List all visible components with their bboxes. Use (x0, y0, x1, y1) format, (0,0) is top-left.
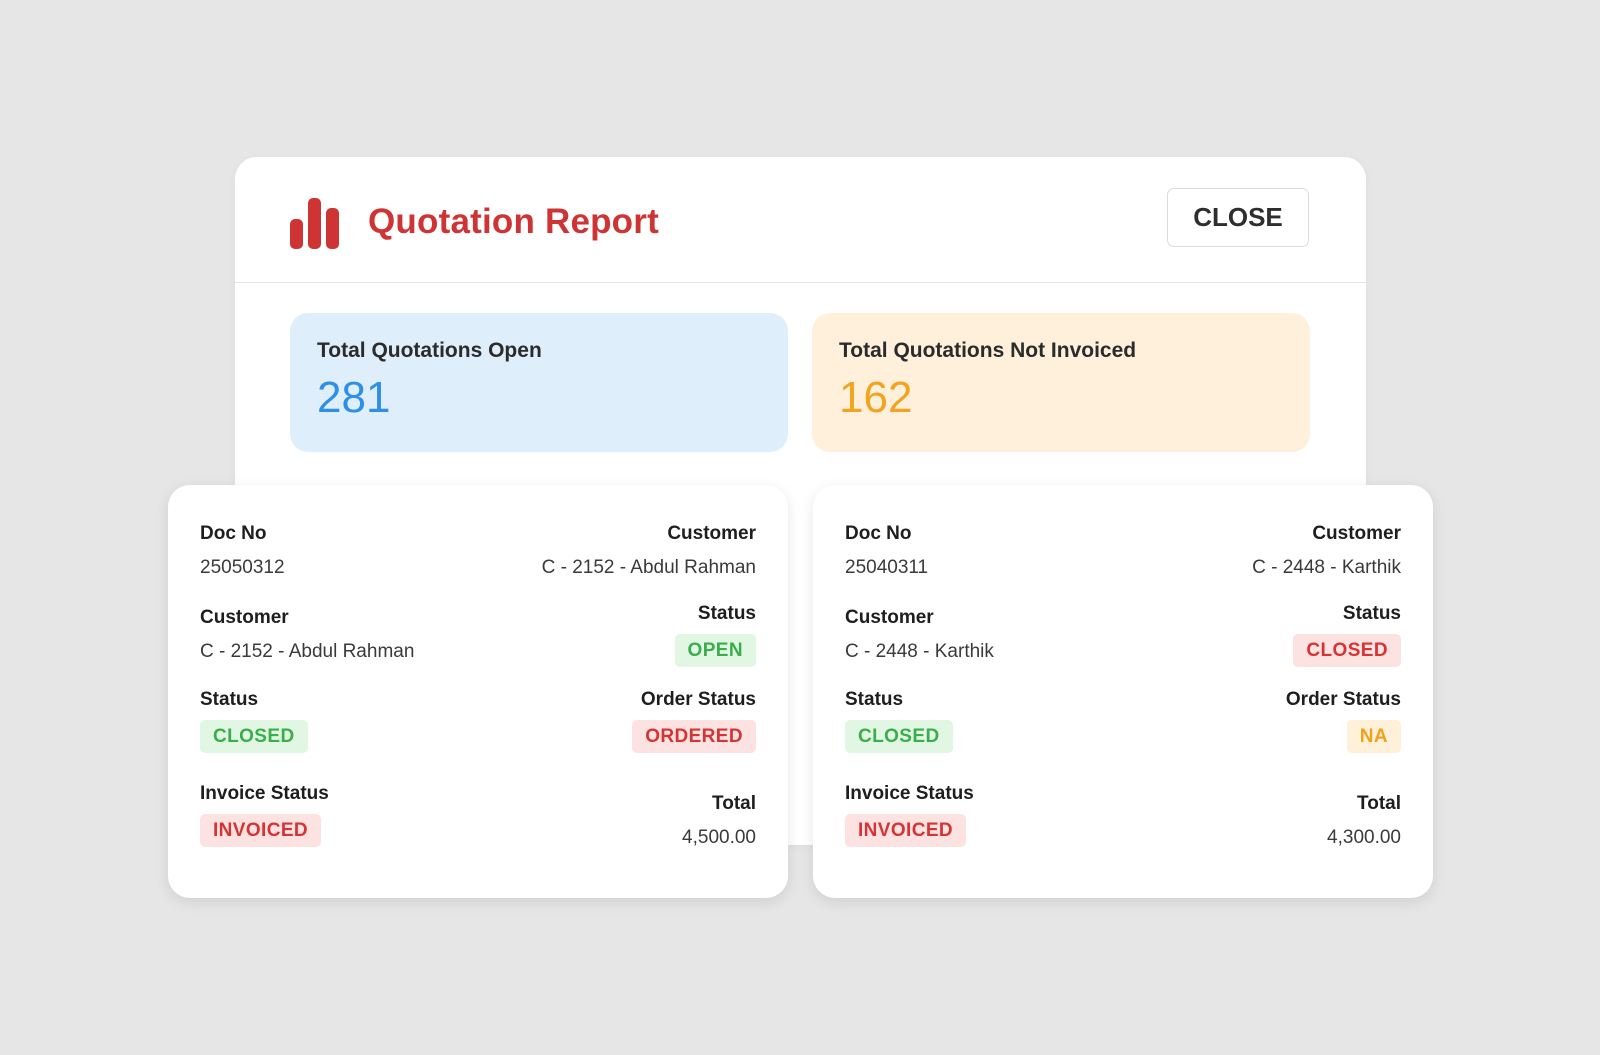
field-label: Doc No (845, 523, 912, 544)
close-button[interactable]: CLOSE (1167, 188, 1309, 247)
total-value: 4,300.00 (1327, 827, 1401, 848)
field-label: Doc No (200, 523, 267, 544)
status-badge: CLOSED (845, 720, 953, 753)
customer-value: C - 2448 - Karthik (845, 641, 994, 662)
status-badge: OPEN (674, 634, 756, 667)
bar-chart-icon (290, 198, 339, 249)
order-status-field: Order Status NA (1286, 689, 1401, 753)
field-label: Order Status (1285, 689, 1401, 710)
invoice-status-badge: INVOICED (845, 814, 967, 847)
customer-field: Customer C - 2152 - Abdul Rahman (200, 607, 414, 663)
customer-value: C - 2448 - Karthik (1252, 557, 1401, 578)
field-label: Invoice Status (845, 783, 974, 804)
invoice-status-field: Invoice Status INVOICED (200, 783, 329, 847)
doc-no-field: Doc No 25040311 (845, 523, 928, 579)
stat-label: Total Quotations Not Invoiced (839, 339, 1137, 362)
page-title: Quotation Report (368, 202, 659, 241)
stat-card-not-invoiced: Total Quotations Not Invoiced 162 (812, 313, 1310, 452)
field-label: Invoice Status (200, 783, 329, 804)
customer-field: Customer C - 2448 - Karthik (845, 607, 994, 663)
stat-value: 162 (839, 373, 913, 422)
order-status-badge: ORDERED (632, 720, 756, 753)
invoice-status-field: Invoice Status INVOICED (845, 783, 974, 847)
field-label: Total (712, 793, 756, 814)
field-label: Status (200, 689, 259, 710)
total-field: Total 4,500.00 (682, 793, 756, 849)
total-field: Total 4,300.00 (1327, 793, 1401, 849)
order-status-badge: NA (1346, 720, 1401, 753)
status-field: Status CLOSED (200, 689, 308, 753)
order-status-field: Order Status ORDERED (632, 689, 756, 753)
field-label: Order Status (640, 689, 756, 710)
status-badge: CLOSED (200, 720, 308, 753)
field-label: Status (697, 603, 756, 624)
doc-no-value: 25040311 (845, 557, 929, 578)
quotation-card[interactable]: Doc No 25040311 Customer C - 2448 - Kart… (813, 485, 1433, 898)
status-badge: CLOSED (1293, 634, 1401, 667)
report-header: Quotation Report CLOSE (235, 157, 1366, 283)
total-value: 4,500.00 (682, 827, 756, 848)
customer-field-top: Customer C - 2448 - Karthik (1252, 523, 1401, 579)
quotation-card[interactable]: Doc No 25050312 Customer C - 2152 - Abdu… (168, 485, 788, 898)
field-label: Customer (667, 523, 756, 544)
customer-value: C - 2152 - Abdul Rahman (541, 557, 756, 578)
field-label: Status (845, 689, 904, 710)
invoice-status-badge: INVOICED (200, 814, 322, 847)
field-label: Status (1342, 603, 1401, 624)
stat-value: 281 (317, 373, 391, 422)
customer-field-top: Customer C - 2152 - Abdul Rahman (542, 523, 756, 579)
doc-no-value: 25050312 (200, 557, 285, 578)
stat-label: Total Quotations Open (317, 339, 542, 362)
field-label: Customer (845, 607, 934, 628)
field-label: Total (1357, 793, 1401, 814)
status-field-right: Status CLOSED (1293, 603, 1401, 667)
field-label: Customer (1312, 523, 1401, 544)
status-field-right: Status OPEN (674, 603, 756, 667)
stat-card-open: Total Quotations Open 281 (290, 313, 788, 452)
customer-value: C - 2152 - Abdul Rahman (200, 641, 415, 662)
status-field: Status CLOSED (845, 689, 953, 753)
field-label: Customer (200, 607, 289, 628)
doc-no-field: Doc No 25050312 (200, 523, 285, 579)
